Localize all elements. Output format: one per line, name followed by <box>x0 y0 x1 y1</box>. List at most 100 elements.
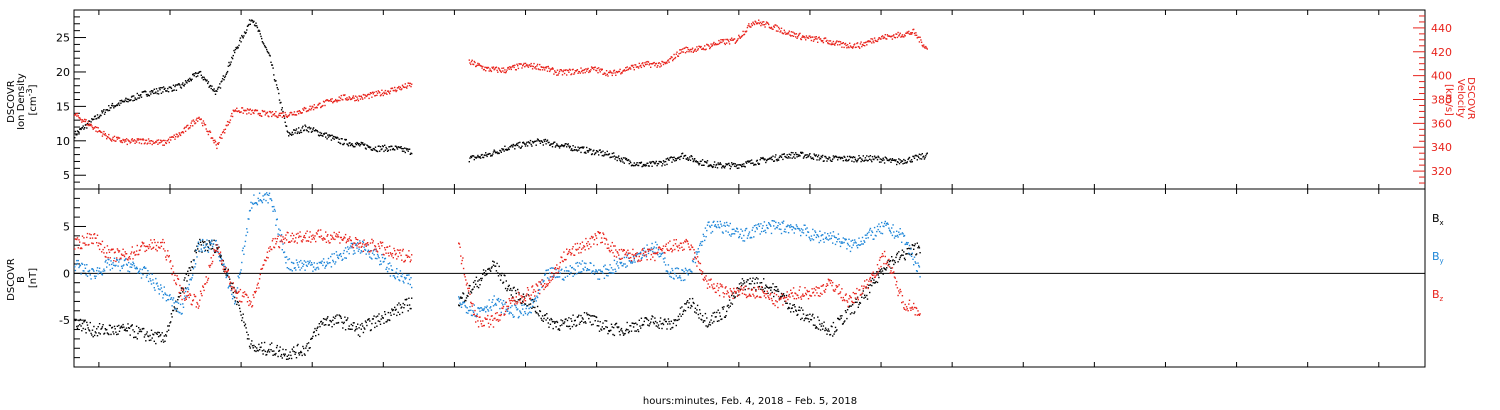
bx-point <box>149 334 151 337</box>
by-point <box>74 269 77 272</box>
by-point <box>288 267 290 270</box>
bx-point <box>504 287 507 290</box>
bx-point <box>810 319 813 321</box>
density-point <box>194 73 196 75</box>
velocity-point <box>777 26 780 29</box>
velocity-point <box>215 144 217 146</box>
velocity-point <box>497 71 499 73</box>
velocity-tick-label: 340 <box>1431 141 1452 154</box>
density-point <box>857 158 859 160</box>
velocity-point <box>161 140 163 142</box>
by-point <box>854 239 856 241</box>
velocity-point <box>185 126 187 128</box>
density-point <box>741 165 743 168</box>
bx-point <box>684 303 686 305</box>
velocity-point <box>480 65 483 67</box>
density-point <box>332 135 335 138</box>
by-point <box>280 240 282 242</box>
by-point <box>273 208 276 211</box>
velocity-point <box>818 36 820 38</box>
by-point <box>212 243 215 245</box>
bx-point <box>805 317 807 319</box>
density-point <box>314 130 316 132</box>
density-point <box>244 32 247 35</box>
bz-point <box>302 239 304 241</box>
bx-point <box>131 324 133 326</box>
density-point <box>246 25 249 27</box>
bx-point <box>851 304 854 306</box>
velocity-point <box>615 74 617 76</box>
bx-point <box>288 357 291 360</box>
density-point <box>400 146 402 148</box>
velocity-point <box>864 45 866 47</box>
by-point <box>517 308 519 310</box>
by-point <box>305 261 307 263</box>
bx-point <box>818 319 820 322</box>
density-point <box>551 143 553 145</box>
density-point <box>198 71 200 73</box>
by-point <box>564 276 566 278</box>
velocity-point <box>532 65 534 68</box>
bx-point <box>250 343 252 345</box>
velocity-point <box>520 63 522 65</box>
velocity-point <box>160 139 162 141</box>
bx-point <box>692 301 694 304</box>
bz-point <box>169 261 171 263</box>
by-point <box>507 310 509 312</box>
bz-point <box>189 293 191 295</box>
velocity-point <box>827 42 830 45</box>
bx-point <box>305 345 308 347</box>
velocity-point <box>851 46 853 48</box>
by-point <box>870 234 872 236</box>
velocity-point <box>294 114 296 116</box>
by-point <box>244 240 247 243</box>
velocity-point <box>760 24 762 27</box>
density-point <box>600 151 603 153</box>
bx-point <box>299 352 301 354</box>
density-point <box>593 153 596 156</box>
bx-point <box>137 332 139 335</box>
by-point <box>331 253 333 255</box>
by-point <box>140 272 142 275</box>
velocity-point <box>892 35 894 37</box>
by-point <box>363 246 365 248</box>
by-point <box>583 262 586 264</box>
density-point <box>335 137 338 139</box>
by-point <box>684 267 687 270</box>
velocity-point <box>536 63 539 66</box>
density-point <box>799 155 801 157</box>
bx-point <box>242 313 244 315</box>
bx-point <box>611 326 613 328</box>
by-point <box>395 271 397 274</box>
velocity-point <box>723 42 726 44</box>
bz-point <box>177 278 180 280</box>
by-point <box>335 251 338 253</box>
velocity-point <box>214 139 216 141</box>
by-point <box>679 275 681 277</box>
velocity-point <box>303 109 305 111</box>
by-point <box>362 241 365 244</box>
by-point <box>641 256 643 259</box>
bx-point <box>706 317 708 319</box>
velocity-point <box>511 66 513 68</box>
by-point <box>760 223 762 225</box>
bx-point <box>797 309 800 311</box>
bx-point <box>234 300 237 302</box>
density-point <box>593 149 595 151</box>
by-point <box>585 262 587 265</box>
velocity-point <box>216 147 218 150</box>
density-point <box>516 142 518 145</box>
density-point <box>923 158 926 160</box>
velocity-point <box>201 122 203 124</box>
density-point <box>133 99 136 101</box>
density-point <box>755 164 757 166</box>
density-point <box>619 159 621 162</box>
by-point <box>816 234 818 236</box>
bx-point <box>813 317 815 319</box>
velocity-point <box>733 38 735 40</box>
density-point <box>128 98 130 101</box>
density-point <box>531 140 534 143</box>
density-point <box>814 155 817 157</box>
bx-point <box>795 309 797 311</box>
by-point <box>827 239 830 241</box>
